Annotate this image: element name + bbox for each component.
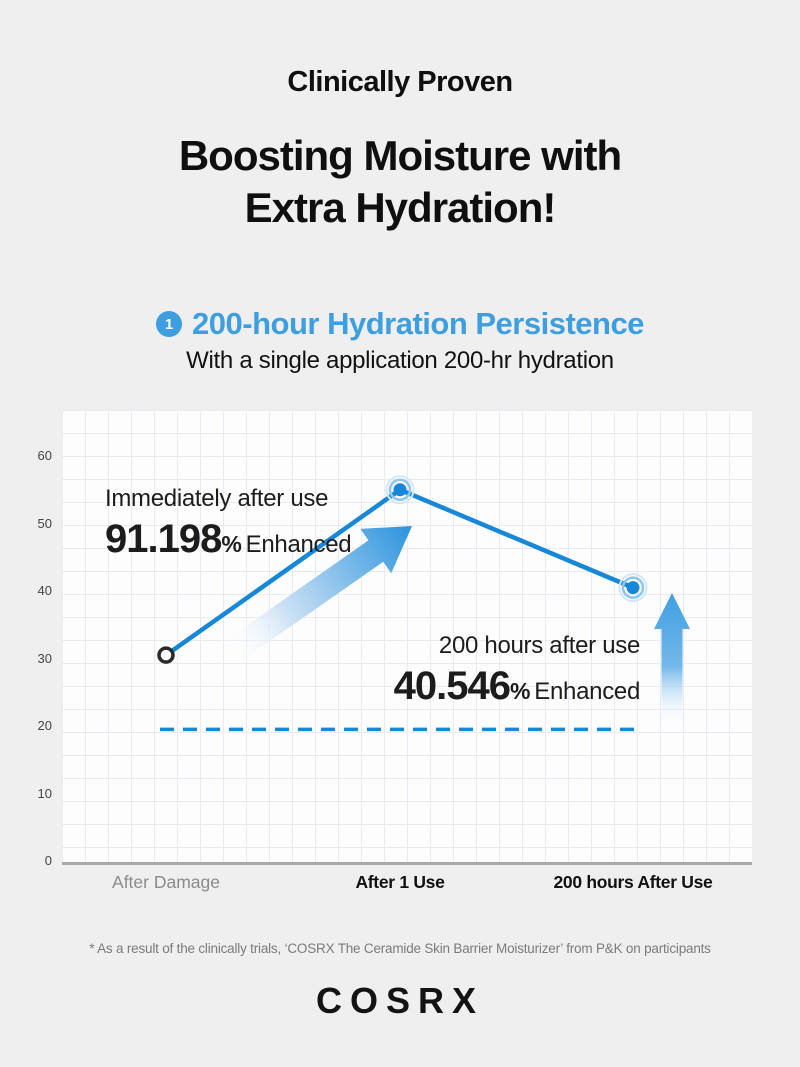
recovery-arrow-icon: [654, 593, 690, 727]
x-category-label: After Damage: [112, 872, 220, 892]
y-tick-label: 30: [37, 650, 52, 666]
y-tick-label: 20: [37, 718, 52, 733]
section-heading-row: 1 200-hour Hydration Persistence: [0, 306, 800, 342]
number-1-badge-icon: 1: [156, 311, 183, 337]
section-title: 200-hour Hydration Persistence: [192, 306, 644, 341]
annotation-200h-label: 200 hours after use: [438, 632, 640, 659]
cosrx-logo: COSRX: [315, 980, 485, 1021]
data-point-halo-inner: [621, 576, 645, 599]
annotation-immediate-label: Immediately after use: [105, 485, 329, 512]
rise-arrow-icon: [222, 526, 412, 664]
data-point: [626, 581, 640, 595]
y-tick-label: 50: [37, 515, 52, 531]
annotation-immediate-value-row: 91.198% Enhanced: [105, 514, 352, 564]
data-point-halo-outer: [385, 475, 415, 505]
data-point-halo-outer: [618, 573, 648, 603]
chart-plot-area: [62, 410, 752, 865]
data-series-layer: [157, 475, 648, 732]
y-tick-label: 10: [37, 785, 52, 801]
annotation-200h-suffix: Enhanced: [534, 678, 640, 705]
y-tick-label: 0: [44, 853, 52, 868]
data-point-halo-inner: [388, 478, 412, 501]
y-tick-label: 40: [37, 583, 52, 598]
page-title-line1: Boosting Moisture with: [178, 132, 622, 179]
eyebrow-title: Clinically Proven: [287, 66, 513, 98]
x-category-label: 200 hours After Use: [553, 872, 713, 892]
y-tick-label: 60: [37, 448, 52, 463]
annotation-200h: 200 hours after use 40.546% Enhanced: [393, 631, 641, 711]
page-title: Boosting Moisture with Extra Hydration!: [0, 130, 800, 234]
annotation-immediate-suffix: Enhanced: [245, 531, 352, 558]
section-subtitle: With a single application 200-hr hydrati…: [186, 347, 614, 374]
annotation-immediate-unit: %: [221, 531, 242, 557]
footnote: * As a result of the clinically trials, …: [89, 941, 711, 956]
data-point-open: [157, 646, 175, 664]
x-axis: After Damage After 1 Use 200 hours After U…: [62, 872, 752, 898]
page-title-line2: Extra Hydration!: [244, 184, 557, 232]
annotation-200h-value-row: 40.546% Enhanced: [393, 661, 641, 711]
annotation-200h-value: 40.546: [393, 664, 511, 708]
x-category-label: After 1 Use: [355, 872, 445, 892]
annotation-200h-unit: %: [509, 678, 531, 704]
annotation-immediate: Immediately after use 91.198% Enhanced: [105, 484, 352, 564]
annotation-immediate-value: 91.198: [105, 517, 222, 561]
data-point: [393, 483, 407, 497]
y-axis: 60 50 40 30 20 10 0: [0, 410, 56, 868]
chart-svg: [157, 475, 690, 732]
